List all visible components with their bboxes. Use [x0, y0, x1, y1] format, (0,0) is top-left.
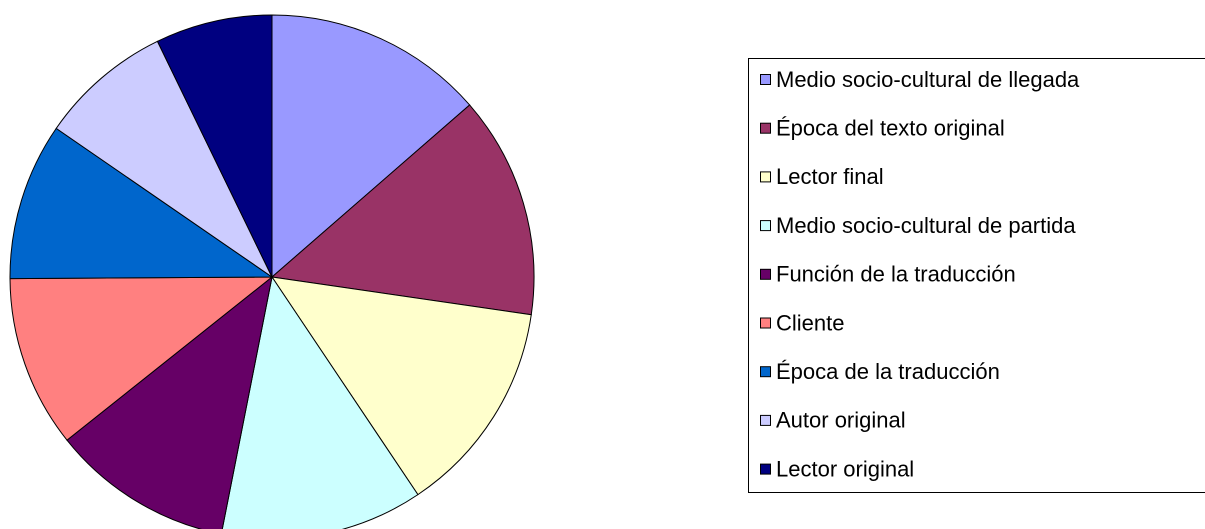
legend-box — [748, 58, 1205, 493]
legend-label: Medio socio-cultural de partida — [776, 213, 1076, 238]
legend-label: Función de la traducción — [776, 262, 1016, 287]
legend-swatch — [760, 463, 771, 475]
legend-label: Autor original — [776, 408, 906, 433]
pie-slice — [221, 275, 419, 529]
pie-slice — [9, 276, 274, 441]
legend-swatch — [760, 268, 771, 280]
legend-swatch — [760, 171, 771, 183]
legend-label: Época de la traducción — [776, 359, 1000, 384]
legend-label: Lector original — [776, 456, 914, 481]
pie-slice — [156, 14, 273, 278]
legend-label: Medio socio-cultural de llegada — [776, 67, 1080, 92]
pie-slice — [66, 275, 273, 529]
legend-swatch — [760, 414, 771, 426]
pie-slice — [270, 276, 532, 496]
legend-swatch — [760, 317, 771, 329]
pie-slice — [55, 40, 274, 279]
legend-swatch — [760, 74, 771, 85]
pie-slice — [270, 104, 535, 316]
pie-slice — [9, 127, 274, 280]
legend-swatch — [760, 220, 771, 232]
legend-label: Cliente — [776, 310, 844, 335]
legend-label: Lector final — [776, 164, 884, 189]
legend-swatch — [760, 122, 771, 134]
legend-label: Época del texto original — [776, 116, 1005, 141]
pie-slice — [271, 14, 471, 279]
legend-swatch — [760, 366, 771, 378]
